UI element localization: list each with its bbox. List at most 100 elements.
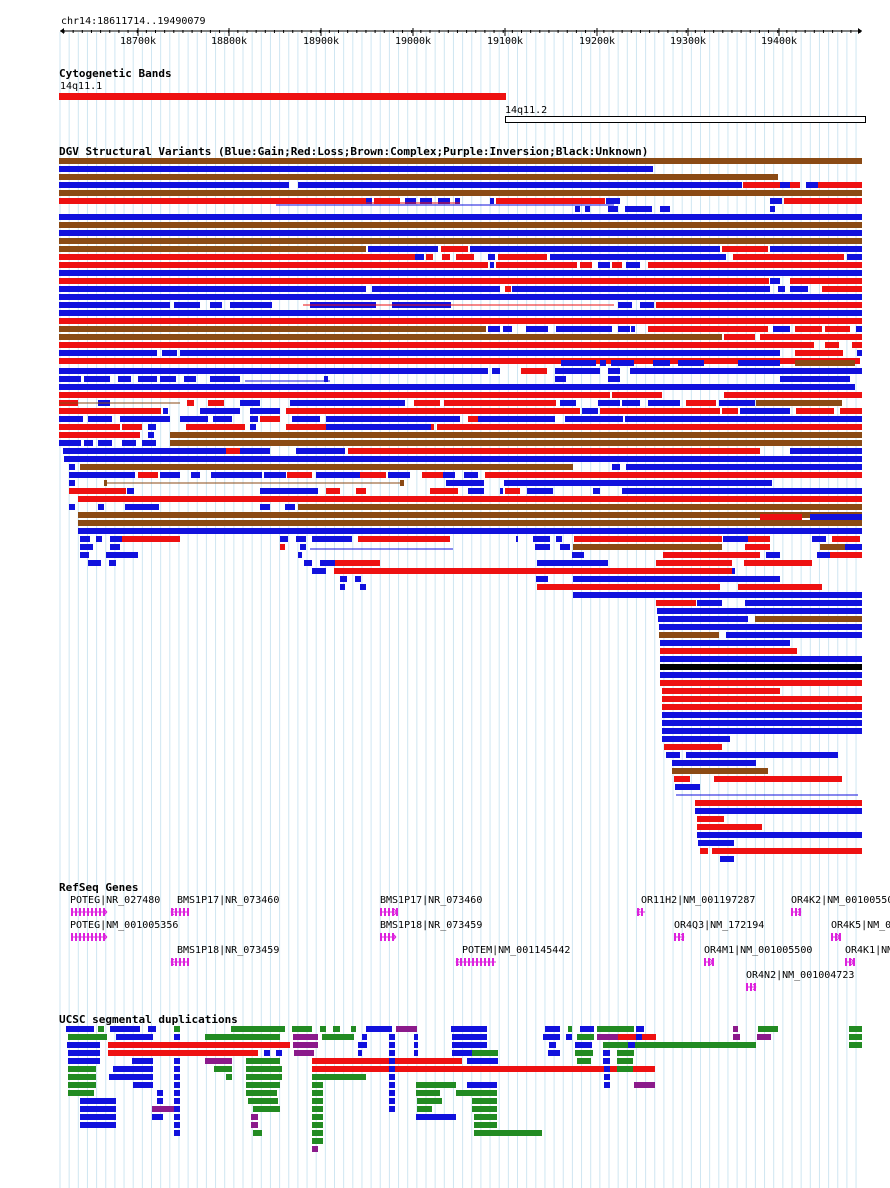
dgv-variant[interactable] [722,408,738,414]
dgv-variant[interactable] [770,198,782,204]
dgv-variant[interactable] [80,464,573,470]
segdup-feature[interactable] [246,1066,282,1072]
dgv-variant[interactable] [582,408,598,414]
gene-exon[interactable] [704,958,706,966]
dgv-variant[interactable] [660,656,862,662]
dgv-variant[interactable] [625,206,652,212]
dgv-variant[interactable] [503,326,512,332]
segdup-feature[interactable] [174,1058,180,1064]
dgv-variant[interactable] [264,472,286,478]
segdup-feature[interactable] [603,1058,610,1064]
segdup-feature[interactable] [231,1026,285,1032]
dgv-variant[interactable] [745,600,862,606]
segdup-feature[interactable] [389,1058,395,1064]
dgv-variant[interactable] [675,784,700,790]
dgv-variant[interactable] [498,254,547,260]
segdup-feature[interactable] [253,1130,262,1136]
dgv-variant[interactable] [106,552,138,558]
gene-exon[interactable] [641,908,643,916]
segdup-feature[interactable] [246,1090,277,1096]
segdup-feature[interactable] [157,1090,163,1096]
dgv-variant[interactable] [110,544,120,550]
segdup-feature[interactable] [416,1082,456,1088]
dgv-variant[interactable] [756,400,842,406]
dgv-variant[interactable] [526,326,548,332]
dgv-variant[interactable] [208,400,224,406]
gene-exon[interactable] [674,933,676,941]
segdup-feature[interactable] [108,1042,290,1048]
segdup-feature[interactable] [248,1098,278,1104]
dgv-variant[interactable] [444,400,556,406]
dgv-variant[interactable] [186,424,245,430]
dgv-variant[interactable] [766,552,780,558]
dgv-variant[interactable] [59,246,366,252]
dgv-variant[interactable] [312,568,326,574]
dgv-variant[interactable] [468,488,484,494]
segdup-feature[interactable] [389,1066,395,1072]
dgv-variant[interactable] [191,472,200,478]
segdup-feature[interactable] [205,1058,232,1064]
dgv-variant[interactable] [556,536,562,542]
segdup-feature[interactable] [109,1074,153,1080]
dgv-variant[interactable] [59,416,83,422]
segdup-feature[interactable] [251,1122,258,1128]
dgv-variant[interactable] [608,368,620,374]
segdup-feature[interactable] [472,1106,497,1112]
dgv-variant[interactable] [230,302,272,308]
dgv-variant[interactable] [170,440,862,446]
dgv-variant[interactable] [656,600,696,606]
dgv-variant[interactable] [59,198,366,204]
dgv-variant[interactable] [660,206,670,212]
dgv-variant[interactable] [326,488,340,494]
gene-exon[interactable] [754,983,756,991]
segdup-feature[interactable] [636,1034,642,1040]
dgv-variant[interactable] [180,350,780,356]
gene-exon[interactable] [845,958,847,966]
gene-exon[interactable] [682,933,684,941]
dgv-variant[interactable] [84,440,93,446]
dgv-variant[interactable] [795,360,855,366]
segdup-feature[interactable] [849,1034,862,1040]
dgv-variant[interactable] [366,198,372,204]
segdup-feature[interactable] [474,1114,497,1120]
gene-exon[interactable] [835,933,837,941]
segdup-feature[interactable] [312,1098,323,1104]
dgv-variant[interactable] [608,376,620,382]
dgv-variant[interactable] [536,576,548,582]
dgv-variant[interactable] [298,552,302,558]
segdup-feature[interactable] [617,1066,633,1072]
dgv-variant[interactable] [340,576,347,582]
gene-exon[interactable] [187,908,189,916]
gene-exon[interactable] [75,933,77,941]
dgv-variant[interactable] [556,326,612,332]
segdup-feature[interactable] [322,1034,354,1040]
dgv-variant[interactable] [88,560,101,566]
dgv-variant[interactable] [420,198,432,204]
gene-exon[interactable] [392,908,394,916]
segdup-feature[interactable] [174,1106,180,1112]
dgv-variant[interactable] [580,262,592,268]
dgv-variant[interactable] [678,360,704,366]
gene-exon[interactable] [99,908,101,916]
dgv-variant[interactable] [832,536,860,542]
segdup-feature[interactable] [474,1122,497,1128]
segdup-feature[interactable] [174,1026,180,1032]
dgv-variant[interactable] [335,560,380,566]
dgv-variant[interactable] [360,472,386,478]
gene-exon[interactable] [179,908,181,916]
dgv-variant[interactable] [80,536,90,542]
dgv-variant[interactable] [356,488,366,494]
gene-exon[interactable] [791,908,793,916]
dgv-variant[interactable] [59,424,120,430]
dgv-variant[interactable] [496,198,605,204]
dgv-variant[interactable] [712,848,862,854]
dgv-variant[interactable] [724,334,755,340]
segdup-feature[interactable] [416,1114,456,1120]
dgv-variant[interactable] [468,416,478,422]
dgv-variant[interactable] [324,376,328,382]
gene-exon[interactable] [484,958,486,966]
dgv-variant[interactable] [80,544,93,550]
dgv-variant[interactable] [743,182,780,188]
dgv-variant[interactable] [505,286,511,292]
segdup-feature[interactable] [67,1042,100,1048]
